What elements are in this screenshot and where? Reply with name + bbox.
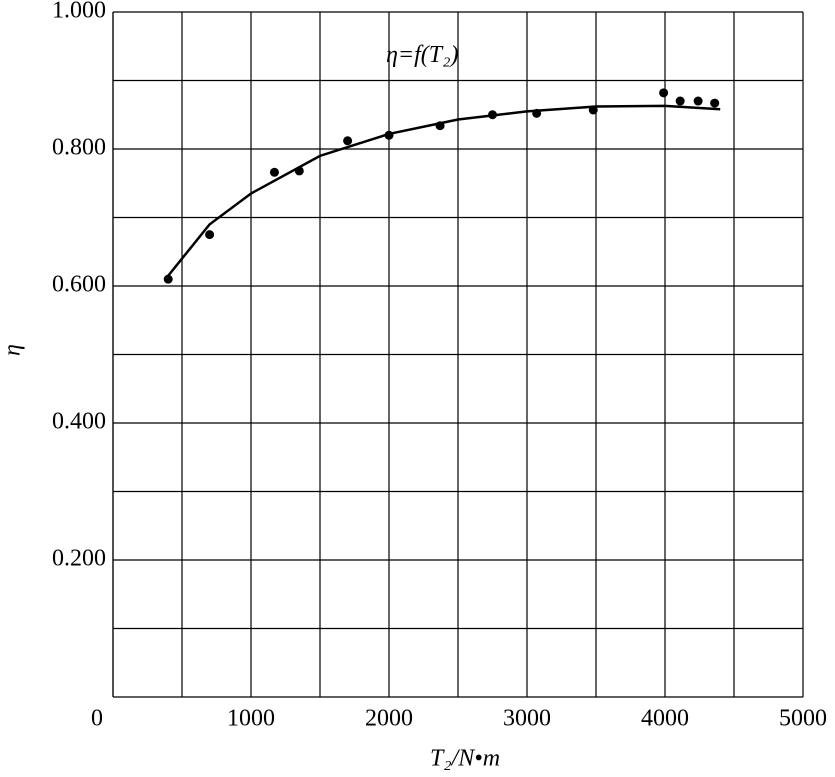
y-axis-label: η (0, 344, 26, 356)
x-axis-label: T₂/N•m (430, 746, 500, 772)
x-tick-label: 4000 (641, 706, 689, 732)
x-tick-label: 0 (91, 706, 103, 732)
data-point (343, 136, 353, 146)
data-point (693, 96, 703, 106)
data-point (710, 98, 720, 108)
data-point (163, 274, 173, 284)
x-tick-label: 2000 (365, 706, 413, 732)
x-tick-label: 5000 (779, 706, 827, 732)
y-tick-label: 0.200 (52, 546, 106, 572)
data-point (269, 167, 279, 177)
curve-label: η=f(T₂) (386, 42, 458, 68)
y-tick-label: 0.600 (52, 272, 106, 298)
x-tick-label: 1000 (227, 706, 275, 732)
y-tick-label: 0.800 (52, 135, 106, 161)
x-tick-label: 3000 (503, 706, 551, 732)
data-point (205, 230, 215, 240)
data-point (675, 96, 685, 106)
y-tick-label: 1.000 (52, 0, 106, 24)
data-point (659, 88, 669, 98)
fit-curve (167, 104, 721, 277)
y-tick-label: 0.400 (52, 409, 106, 435)
